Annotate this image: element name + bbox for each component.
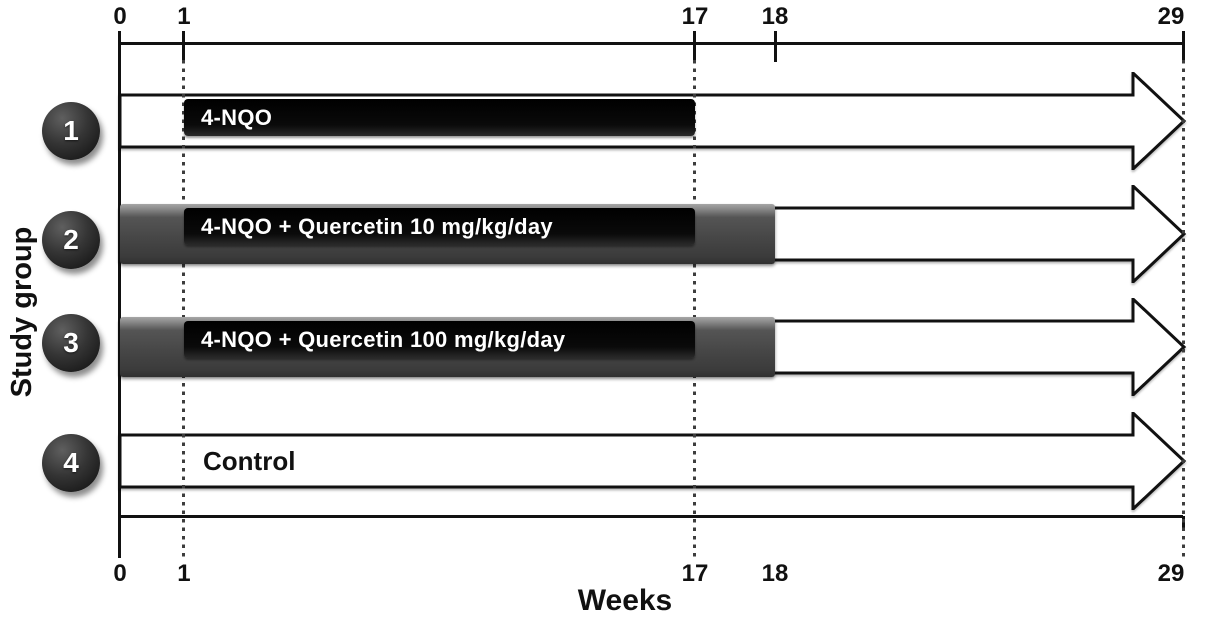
top-axis-tick-29 bbox=[1181, 31, 1185, 62]
bottom-tick-label-17: 17 bbox=[681, 560, 709, 587]
dotted-guide-week-17 bbox=[693, 60, 697, 558]
treatment-bar-black: 4-NQO + Quercetin 100 mg/kg/day bbox=[183, 321, 695, 358]
bottom-tick-label-18: 18 bbox=[761, 560, 789, 587]
top-tick-label-18: 18 bbox=[761, 3, 789, 30]
bottom-axis-line bbox=[120, 515, 1183, 518]
top-tick-label-1: 1 bbox=[177, 3, 191, 30]
group-3-badge: 3 bbox=[42, 314, 100, 372]
y-axis-title: Study group bbox=[6, 226, 38, 398]
group-number: 2 bbox=[63, 224, 79, 255]
left-axis-line bbox=[118, 31, 121, 558]
top-axis-tick-1 bbox=[182, 31, 186, 62]
treatment-label: 4-NQO bbox=[200, 104, 273, 130]
top-tick-label-17: 17 bbox=[681, 3, 709, 30]
group-number: 4 bbox=[63, 447, 79, 478]
top-axis-line bbox=[120, 42, 1183, 45]
control-group-label: Control bbox=[203, 446, 296, 476]
treatment-bar-black: 4-NQO + Quercetin 10 mg/kg/day bbox=[183, 208, 695, 245]
top-tick-label-29: 29 bbox=[1157, 3, 1185, 30]
x-axis-title: Weeks bbox=[577, 584, 673, 617]
top-tick-label-0: 0 bbox=[113, 3, 127, 30]
bottom-tick-label-0: 0 bbox=[113, 560, 127, 587]
treatment-label: 4-NQO + Quercetin 100 mg/kg/day bbox=[200, 326, 566, 352]
timeline-arrow bbox=[118, 412, 1187, 510]
treatment-bar-black: 4-NQO bbox=[183, 99, 695, 136]
bottom-tick-label-29: 29 bbox=[1157, 560, 1185, 587]
group-4-badge: 4 bbox=[42, 434, 100, 492]
top-axis-tick-17 bbox=[693, 31, 697, 62]
bottom-tick-label-1: 1 bbox=[177, 560, 191, 587]
top-axis-tick-18 bbox=[773, 31, 777, 62]
treatment-label: 4-NQO + Quercetin 10 mg/kg/day bbox=[200, 213, 553, 239]
dotted-guide-week-29 bbox=[1181, 60, 1185, 558]
dotted-guide-week-1 bbox=[182, 60, 186, 558]
group-1-badge: 1 bbox=[42, 102, 100, 160]
group-2-badge: 2 bbox=[42, 211, 100, 269]
group-number: 3 bbox=[63, 327, 79, 358]
group-number: 1 bbox=[63, 115, 79, 146]
